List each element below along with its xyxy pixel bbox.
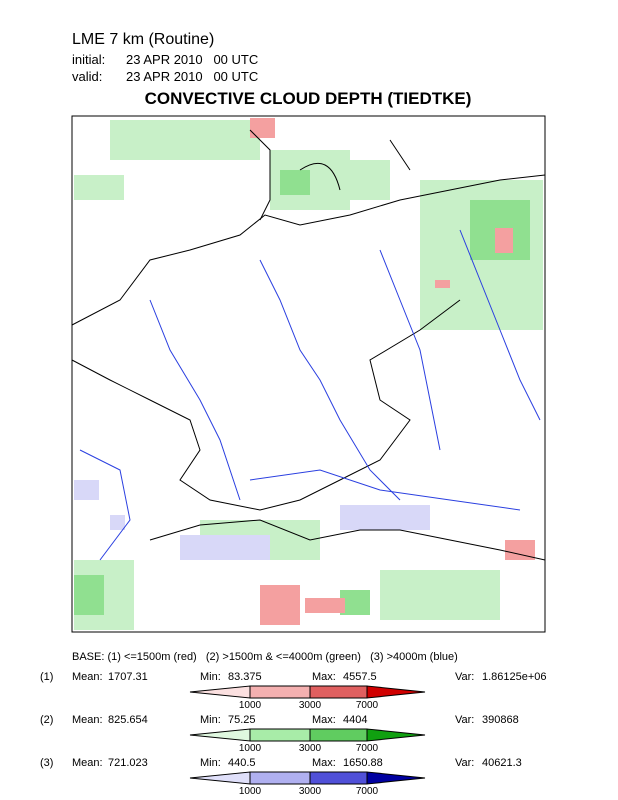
max-label: Max: (312, 671, 336, 683)
min-value: 440.5 (228, 757, 256, 769)
colorbar-tick: 7000 (356, 743, 379, 754)
initial-time: 23 APR 2010 00 UTC (126, 52, 258, 67)
mean-label: Mean: (72, 671, 103, 683)
min-label: Min: (200, 671, 221, 683)
var-label: Var: (455, 714, 474, 726)
stat-rows: (1) Mean: 1707.31 Min: 83.375 Max: 4557.5 Var: 1… (40, 671, 547, 797)
colorbar-low (189, 685, 251, 699)
min-value: 75.25 (228, 714, 256, 726)
mean-label: Mean: (72, 757, 103, 769)
max-label: Max: (312, 714, 336, 726)
colorbar-seg (309, 728, 368, 742)
colorbar-high (366, 685, 426, 699)
var-value: 1.86125e+06 (482, 671, 547, 683)
mean-value: 721.023 (108, 757, 148, 769)
max-value: 1650.88 (343, 757, 383, 769)
colorbar-high (366, 728, 426, 742)
min-label: Min: (200, 714, 221, 726)
colorbar-tick: 1000 (239, 743, 262, 754)
colorbar-low (189, 728, 251, 742)
row-index: (1) (40, 671, 53, 683)
row-index: (3) (40, 757, 53, 769)
var-label: Var: (455, 757, 474, 769)
colorbar-low (189, 771, 251, 785)
valid-label: valid: (72, 69, 102, 84)
colorbar-tick: 3000 (299, 700, 322, 711)
colorbar-seg (309, 685, 368, 699)
colorbar-tick: 1000 (239, 786, 262, 797)
model-name: LME 7 km (Routine) (72, 31, 214, 48)
colorbar-tick: 3000 (299, 786, 322, 797)
map (71, 115, 546, 633)
max-label: Max: (312, 757, 336, 769)
max-value: 4404 (343, 714, 367, 726)
colorbar-tick: 7000 (356, 700, 379, 711)
var-value: 390868 (482, 714, 519, 726)
colorbar-high (366, 771, 426, 785)
min-label: Min: (200, 757, 221, 769)
colorbar-tick: 1000 (239, 700, 262, 711)
base-legend: BASE: (1) <=1500m (red) (2) >1500m & <=4… (72, 651, 458, 663)
colorbar-seg (249, 685, 311, 699)
mean-value: 825.654 (108, 714, 148, 726)
initial-label: initial: (72, 52, 105, 67)
var-label: Var: (455, 671, 474, 683)
var-value: 40621.3 (482, 757, 522, 769)
min-value: 83.375 (228, 671, 262, 683)
mean-label: Mean: (72, 714, 103, 726)
mean-value: 1707.31 (108, 671, 148, 683)
colorbar-seg (249, 771, 311, 785)
colorbar-tick: 7000 (356, 786, 379, 797)
colorbar-seg (309, 771, 368, 785)
max-value: 4557.5 (343, 671, 377, 683)
map-title: CONVECTIVE CLOUD DEPTH (TIEDTKE) (145, 89, 472, 108)
row-index: (2) (40, 714, 53, 726)
colorbar-seg (249, 728, 311, 742)
colorbar-tick: 3000 (299, 743, 322, 754)
valid-time: 23 APR 2010 00 UTC (126, 69, 258, 84)
